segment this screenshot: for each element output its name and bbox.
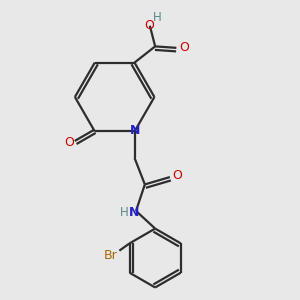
Text: O: O xyxy=(179,41,189,54)
Text: O: O xyxy=(144,19,154,32)
Text: H: H xyxy=(120,206,129,219)
Text: Br: Br xyxy=(104,250,118,262)
Text: O: O xyxy=(172,169,182,182)
Text: O: O xyxy=(64,136,74,149)
Text: N: N xyxy=(129,206,140,219)
Text: N: N xyxy=(130,124,140,137)
Text: H: H xyxy=(153,11,162,24)
